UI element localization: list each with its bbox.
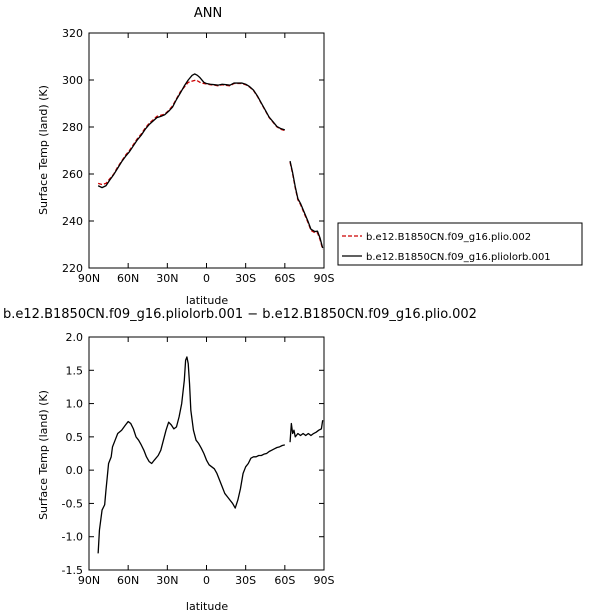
bottom-x-tick-label: 90S (314, 574, 335, 587)
bottom-x-tick-label: 30N (156, 574, 178, 587)
bottom-x-tick-label: 0 (203, 574, 210, 587)
top-series-1-line-segment-1 (289, 160, 324, 249)
top-x-axis-label: latitude (186, 294, 228, 307)
top-y-tick-label: 260 (62, 168, 83, 181)
bottom-x-tick-label: 90N (78, 574, 100, 587)
top-x-tick-label: 90N (78, 272, 100, 285)
top-x-tick-label: 90S (314, 272, 335, 285)
bottom-x-tick-label: 60S (274, 574, 295, 587)
bottom-y-tick-label: 0.0 (66, 464, 84, 477)
top-y-tick-label: 280 (62, 121, 83, 134)
top-y-tick-label: 320 (62, 27, 83, 40)
bottom-y-tick-label: -0.5 (62, 497, 83, 510)
bottom-y-tick-label: 1.5 (66, 364, 84, 377)
top-plot-frame (88, 32, 325, 269)
top-x-tick-label: 0 (203, 272, 210, 285)
legend: b.e12.B1850CN.f09_g16.plio.002 b.e12.B18… (337, 222, 583, 266)
top-x-tick-label: 30N (156, 272, 178, 285)
bottom-x-tick-label: 30S (235, 574, 256, 587)
top-y-tick-label: 220 (62, 262, 83, 275)
bottom-y-tick-label: 1.0 (66, 398, 84, 411)
top-chart-title: ANN (194, 6, 222, 21)
bottom-series-0-line-segment-0 (97, 356, 285, 554)
top-x-tick-label: 60S (274, 272, 295, 285)
top-y-tick-label: 240 (62, 215, 83, 228)
bottom-x-axis-label: latitude (186, 600, 228, 613)
bottom-y-tick-label: 0.5 (66, 431, 84, 444)
top-y-axis-label: Surface Temp (land) (K) (37, 85, 50, 215)
bottom-y-tick-label: 2.0 (66, 331, 84, 344)
legend-box (337, 222, 583, 266)
bottom-plot-frame (88, 336, 325, 571)
bottom-chart-title: b.e12.B1850CN.f09_g16.pliolorb.001 − b.e… (3, 307, 477, 322)
top-series-1-line-segment-0 (97, 73, 286, 189)
legend-label-pliolorb: b.e12.B1850CN.f09_g16.pliolorb.001 (366, 252, 551, 263)
top-chart: ANN Surface Temp (land) (K) latitude 220… (37, 6, 335, 307)
bottom-y-tick-label: -1.5 (62, 564, 83, 577)
top-x-tick-label: 30S (235, 272, 256, 285)
bottom-x-tick-label: 60N (117, 574, 139, 587)
bottom-y-axis-label: Surface Temp (land) (K) (37, 390, 50, 520)
top-x-tick-label: 60N (117, 272, 139, 285)
bottom-chart: b.e12.B1850CN.f09_g16.pliolorb.001 − b.e… (3, 307, 477, 613)
bottom-series-0-line-segment-1 (289, 420, 324, 443)
bottom-y-tick-label: -1.0 (62, 531, 83, 544)
top-y-tick-label: 300 (62, 74, 83, 87)
top-series-0-line-segment-1 (289, 162, 324, 250)
legend-label-plio: b.e12.B1850CN.f09_g16.plio.002 (366, 232, 531, 243)
